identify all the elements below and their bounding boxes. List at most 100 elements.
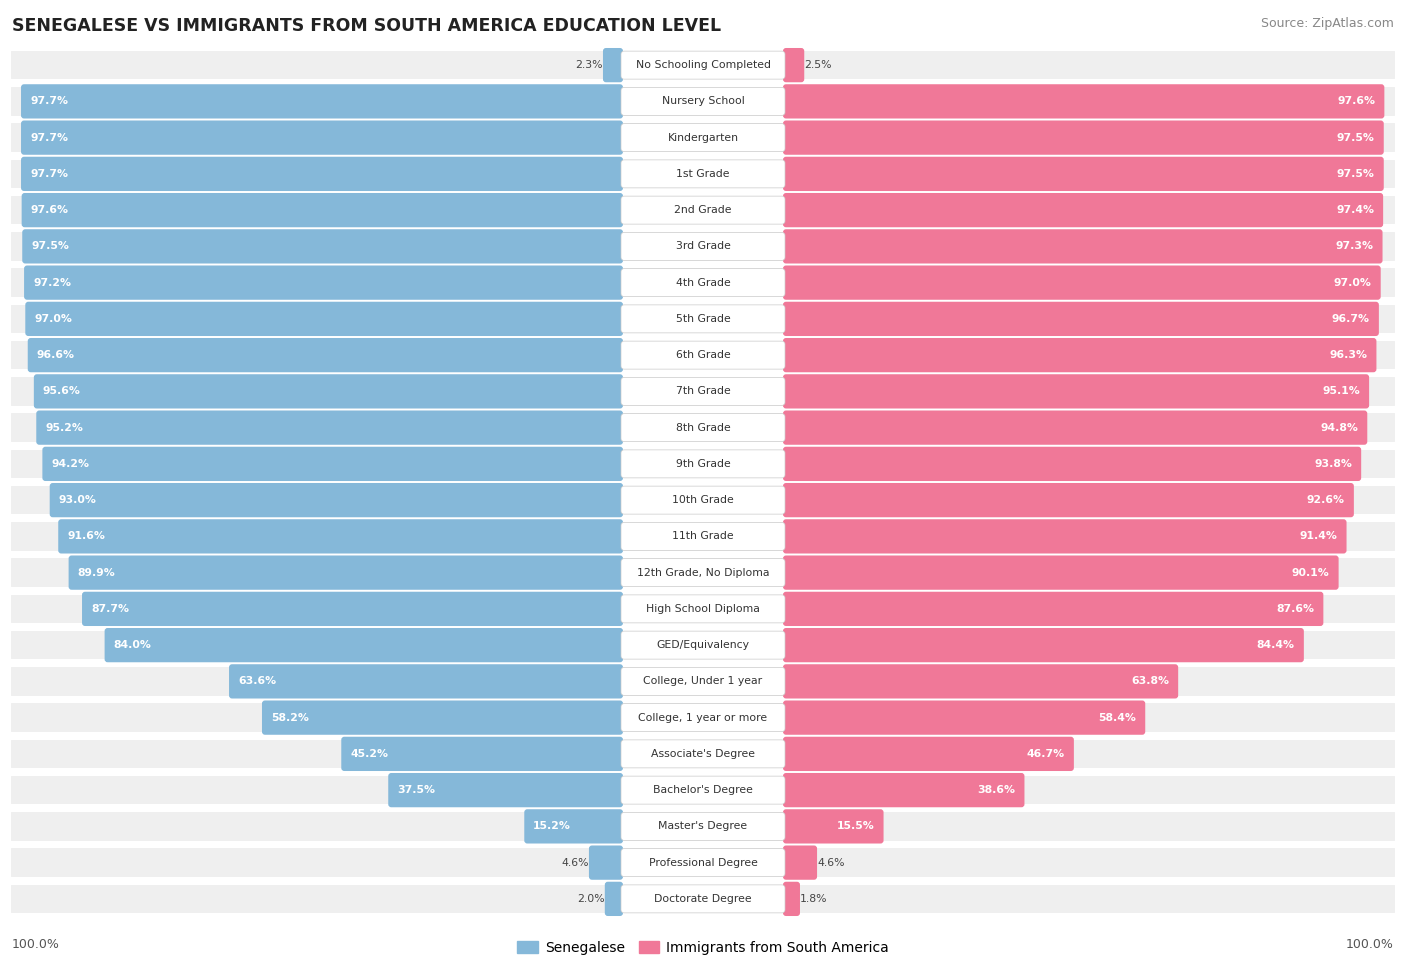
- Text: 4.6%: 4.6%: [817, 858, 845, 868]
- FancyBboxPatch shape: [621, 160, 785, 188]
- FancyBboxPatch shape: [104, 628, 623, 662]
- Text: 96.3%: 96.3%: [1330, 350, 1368, 360]
- Text: 95.2%: 95.2%: [45, 422, 83, 433]
- FancyBboxPatch shape: [10, 883, 1396, 914]
- FancyBboxPatch shape: [10, 522, 1396, 552]
- FancyBboxPatch shape: [10, 847, 1396, 878]
- FancyBboxPatch shape: [783, 556, 1339, 590]
- FancyBboxPatch shape: [783, 845, 817, 879]
- FancyBboxPatch shape: [24, 265, 623, 299]
- Text: 11th Grade: 11th Grade: [672, 531, 734, 541]
- FancyBboxPatch shape: [229, 664, 623, 698]
- FancyBboxPatch shape: [10, 630, 1396, 660]
- Text: 12th Grade, No Diploma: 12th Grade, No Diploma: [637, 567, 769, 577]
- Text: 100.0%: 100.0%: [1346, 939, 1393, 952]
- Text: 6th Grade: 6th Grade: [676, 350, 730, 360]
- Text: 87.7%: 87.7%: [91, 604, 129, 614]
- FancyBboxPatch shape: [34, 374, 623, 409]
- Text: 96.6%: 96.6%: [37, 350, 75, 360]
- Text: 2.0%: 2.0%: [578, 894, 605, 904]
- Text: 63.6%: 63.6%: [238, 677, 276, 686]
- FancyBboxPatch shape: [10, 558, 1396, 588]
- FancyBboxPatch shape: [603, 48, 623, 82]
- FancyBboxPatch shape: [10, 775, 1396, 805]
- Text: 15.2%: 15.2%: [533, 821, 571, 832]
- FancyBboxPatch shape: [621, 631, 785, 659]
- FancyBboxPatch shape: [783, 447, 1361, 481]
- FancyBboxPatch shape: [783, 229, 1382, 263]
- Text: 93.8%: 93.8%: [1315, 459, 1353, 469]
- Text: 90.1%: 90.1%: [1292, 567, 1330, 577]
- Text: 89.9%: 89.9%: [77, 567, 115, 577]
- Text: 1.8%: 1.8%: [800, 894, 828, 904]
- Text: 2.3%: 2.3%: [575, 60, 603, 70]
- Text: 97.5%: 97.5%: [1337, 133, 1375, 142]
- FancyBboxPatch shape: [10, 195, 1396, 225]
- Text: 4.6%: 4.6%: [561, 858, 589, 868]
- FancyBboxPatch shape: [621, 305, 785, 332]
- Text: 2nd Grade: 2nd Grade: [675, 205, 731, 215]
- FancyBboxPatch shape: [783, 265, 1381, 299]
- FancyBboxPatch shape: [783, 48, 804, 82]
- FancyBboxPatch shape: [621, 848, 785, 877]
- Text: 97.0%: 97.0%: [34, 314, 72, 324]
- FancyBboxPatch shape: [21, 121, 623, 155]
- FancyBboxPatch shape: [621, 812, 785, 840]
- Text: 8th Grade: 8th Grade: [676, 422, 730, 433]
- Text: 84.4%: 84.4%: [1257, 641, 1295, 650]
- FancyBboxPatch shape: [621, 88, 785, 115]
- Text: College, 1 year or more: College, 1 year or more: [638, 713, 768, 722]
- FancyBboxPatch shape: [783, 592, 1323, 626]
- Text: GED/Equivalency: GED/Equivalency: [657, 641, 749, 650]
- Text: Nursery School: Nursery School: [662, 97, 744, 106]
- FancyBboxPatch shape: [10, 50, 1396, 80]
- Text: 97.3%: 97.3%: [1336, 242, 1374, 252]
- FancyBboxPatch shape: [783, 157, 1384, 191]
- Text: 97.5%: 97.5%: [1337, 169, 1375, 178]
- FancyBboxPatch shape: [783, 881, 800, 916]
- FancyBboxPatch shape: [783, 374, 1369, 409]
- Text: 4th Grade: 4th Grade: [676, 278, 730, 288]
- FancyBboxPatch shape: [621, 232, 785, 260]
- FancyBboxPatch shape: [10, 231, 1396, 261]
- FancyBboxPatch shape: [621, 377, 785, 406]
- FancyBboxPatch shape: [342, 737, 623, 771]
- FancyBboxPatch shape: [69, 556, 623, 590]
- Text: 97.5%: 97.5%: [31, 242, 69, 252]
- Text: Master's Degree: Master's Degree: [658, 821, 748, 832]
- Text: 97.4%: 97.4%: [1336, 205, 1374, 215]
- FancyBboxPatch shape: [25, 301, 623, 336]
- FancyBboxPatch shape: [605, 881, 623, 916]
- FancyBboxPatch shape: [783, 410, 1367, 445]
- FancyBboxPatch shape: [621, 704, 785, 731]
- FancyBboxPatch shape: [10, 412, 1396, 443]
- Text: 2.5%: 2.5%: [804, 60, 832, 70]
- Text: 100.0%: 100.0%: [13, 939, 60, 952]
- Text: No Schooling Completed: No Schooling Completed: [636, 60, 770, 70]
- Text: Doctorate Degree: Doctorate Degree: [654, 894, 752, 904]
- Text: High School Diploma: High School Diploma: [647, 604, 759, 614]
- FancyBboxPatch shape: [783, 773, 1025, 807]
- FancyBboxPatch shape: [524, 809, 623, 843]
- FancyBboxPatch shape: [10, 485, 1396, 515]
- FancyBboxPatch shape: [783, 737, 1074, 771]
- Legend: Senegalese, Immigrants from South America: Senegalese, Immigrants from South Americ…: [512, 935, 894, 960]
- Text: 84.0%: 84.0%: [114, 641, 152, 650]
- FancyBboxPatch shape: [58, 520, 623, 554]
- Text: College, Under 1 year: College, Under 1 year: [644, 677, 762, 686]
- FancyBboxPatch shape: [262, 700, 623, 735]
- FancyBboxPatch shape: [621, 413, 785, 442]
- FancyBboxPatch shape: [783, 520, 1347, 554]
- FancyBboxPatch shape: [783, 809, 883, 843]
- FancyBboxPatch shape: [621, 341, 785, 370]
- FancyBboxPatch shape: [10, 304, 1396, 334]
- Text: 7th Grade: 7th Grade: [676, 386, 730, 397]
- Text: SENEGALESE VS IMMIGRANTS FROM SOUTH AMERICA EDUCATION LEVEL: SENEGALESE VS IMMIGRANTS FROM SOUTH AMER…: [13, 17, 721, 35]
- FancyBboxPatch shape: [783, 84, 1385, 119]
- Text: 97.6%: 97.6%: [1337, 97, 1375, 106]
- Text: 87.6%: 87.6%: [1277, 604, 1315, 614]
- Text: 92.6%: 92.6%: [1306, 495, 1346, 505]
- FancyBboxPatch shape: [621, 667, 785, 695]
- Text: Professional Degree: Professional Degree: [648, 858, 758, 868]
- Text: 91.6%: 91.6%: [67, 531, 105, 541]
